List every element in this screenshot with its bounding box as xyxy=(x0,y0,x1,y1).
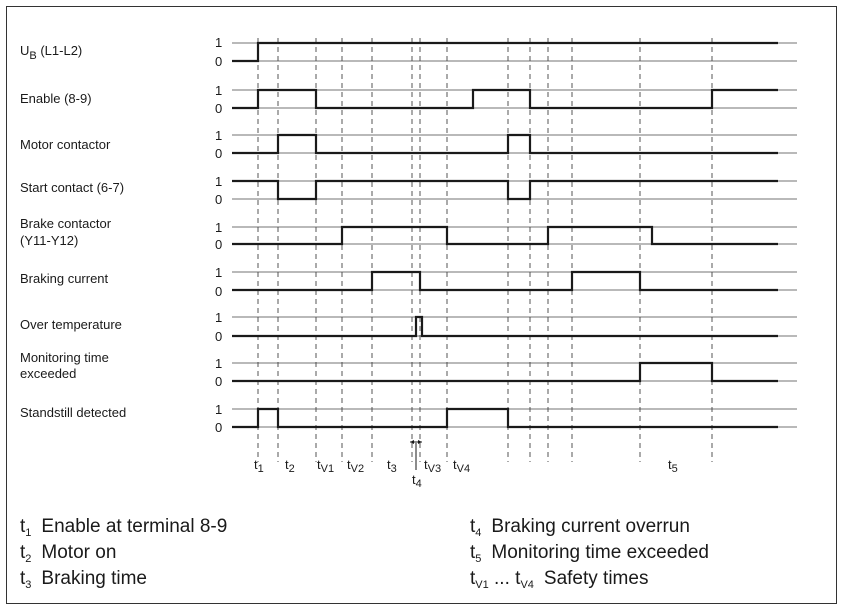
t4-marker xyxy=(410,440,422,470)
waveform-bcur xyxy=(232,270,778,292)
legend-item-t2: t2 Motor on xyxy=(20,542,116,565)
level-0-ub: 0 xyxy=(215,54,222,69)
time-labels: t1 t2 tV1 tV2 t3 tV3 tV4 t4 t5 xyxy=(254,457,678,490)
level-1-brake: 1 xyxy=(215,220,222,235)
level-0-brake: 0 xyxy=(215,237,222,252)
level-1-mon: 1 xyxy=(215,356,222,371)
time-label-tv2: tV2 xyxy=(347,457,364,475)
time-label-t3: t3 xyxy=(387,457,397,475)
signal-label-over-temperature: Over temperature xyxy=(20,317,122,332)
level-1-stand: 1 xyxy=(215,402,222,417)
level-0-enable: 0 xyxy=(215,101,222,116)
waveform-mon xyxy=(232,361,778,383)
time-marker-guides xyxy=(257,38,713,462)
legend: t1 Enable at terminal 8-9 t2 Motor on t3 Br… xyxy=(20,516,709,591)
time-label-t5: t5 xyxy=(668,457,678,475)
signal-label-brake-contactor: Brake contactor xyxy=(20,216,112,231)
level-0-mon: 0 xyxy=(215,374,222,389)
waveform-start xyxy=(232,179,778,201)
waveform-otemp xyxy=(232,315,778,338)
level-1-enable: 1 xyxy=(215,83,222,98)
signal-label-ub: UB (L1-L2) xyxy=(20,43,82,62)
level-0-start: 0 xyxy=(215,192,222,207)
waveform-stand xyxy=(232,407,778,429)
legend-item-t5: t5 Monitoring time exceeded xyxy=(470,542,709,565)
t4-arrowhead-right xyxy=(418,440,422,444)
time-label-tv3: tV3 xyxy=(424,457,441,475)
legend-item-t4: t4 Braking current overrun xyxy=(470,516,690,539)
level-0-stand: 0 xyxy=(215,420,222,435)
waveform-brake xyxy=(232,225,778,246)
level-1-start: 1 xyxy=(215,174,222,189)
time-label-tv1: tV1 xyxy=(317,457,334,475)
signal-label-start-contact: Start contact (6-7) xyxy=(20,180,124,195)
level-1-bcur: 1 xyxy=(215,265,222,280)
signal-labels: UB (L1-L2) Enable (8-9) Motor contactor … xyxy=(20,43,126,420)
signal-label-enable: Enable (8-9) xyxy=(20,91,92,106)
level-1-ub: 1 xyxy=(215,35,222,50)
legend-item-t1: t1 Enable at terminal 8-9 xyxy=(20,516,227,539)
signal-label-standstill: Standstill detected xyxy=(20,405,126,420)
waveform-motor xyxy=(232,133,778,155)
level-labels: 1 0 1 0 1 0 1 0 1 0 1 0 1 0 1 0 1 0 xyxy=(215,35,222,435)
t4-arrowhead-left xyxy=(410,440,414,444)
legend-item-t3: t3 Braking time xyxy=(20,568,147,591)
level-0-otemp: 0 xyxy=(215,329,222,344)
level-0-motor: 0 xyxy=(215,146,222,161)
time-label-tv4: tV4 xyxy=(453,457,470,475)
time-label-t2: t2 xyxy=(285,457,295,475)
level-1-otemp: 1 xyxy=(215,310,222,325)
time-label-t1: t1 xyxy=(254,457,264,475)
signal-label-braking-current: Braking current xyxy=(20,271,109,286)
level-0-bcur: 0 xyxy=(215,284,222,299)
time-label-t4: t4 xyxy=(412,472,422,490)
level-1-motor: 1 xyxy=(215,128,222,143)
legend-item-safety-times: tV1 ... tV4 Safety times xyxy=(470,568,648,591)
signal-label-brake-contactor-terminals: (Y11-Y12) xyxy=(20,233,78,248)
waveform-enable xyxy=(232,88,778,110)
waveforms xyxy=(232,41,778,429)
signal-label-monitoring-time: Monitoring time xyxy=(20,350,109,365)
waveform-ub xyxy=(232,41,778,63)
signal-label-monitoring-time-exceeded: exceeded xyxy=(20,366,76,381)
signal-label-motor-contactor: Motor contactor xyxy=(20,137,111,152)
diagram-frame xyxy=(6,6,837,604)
